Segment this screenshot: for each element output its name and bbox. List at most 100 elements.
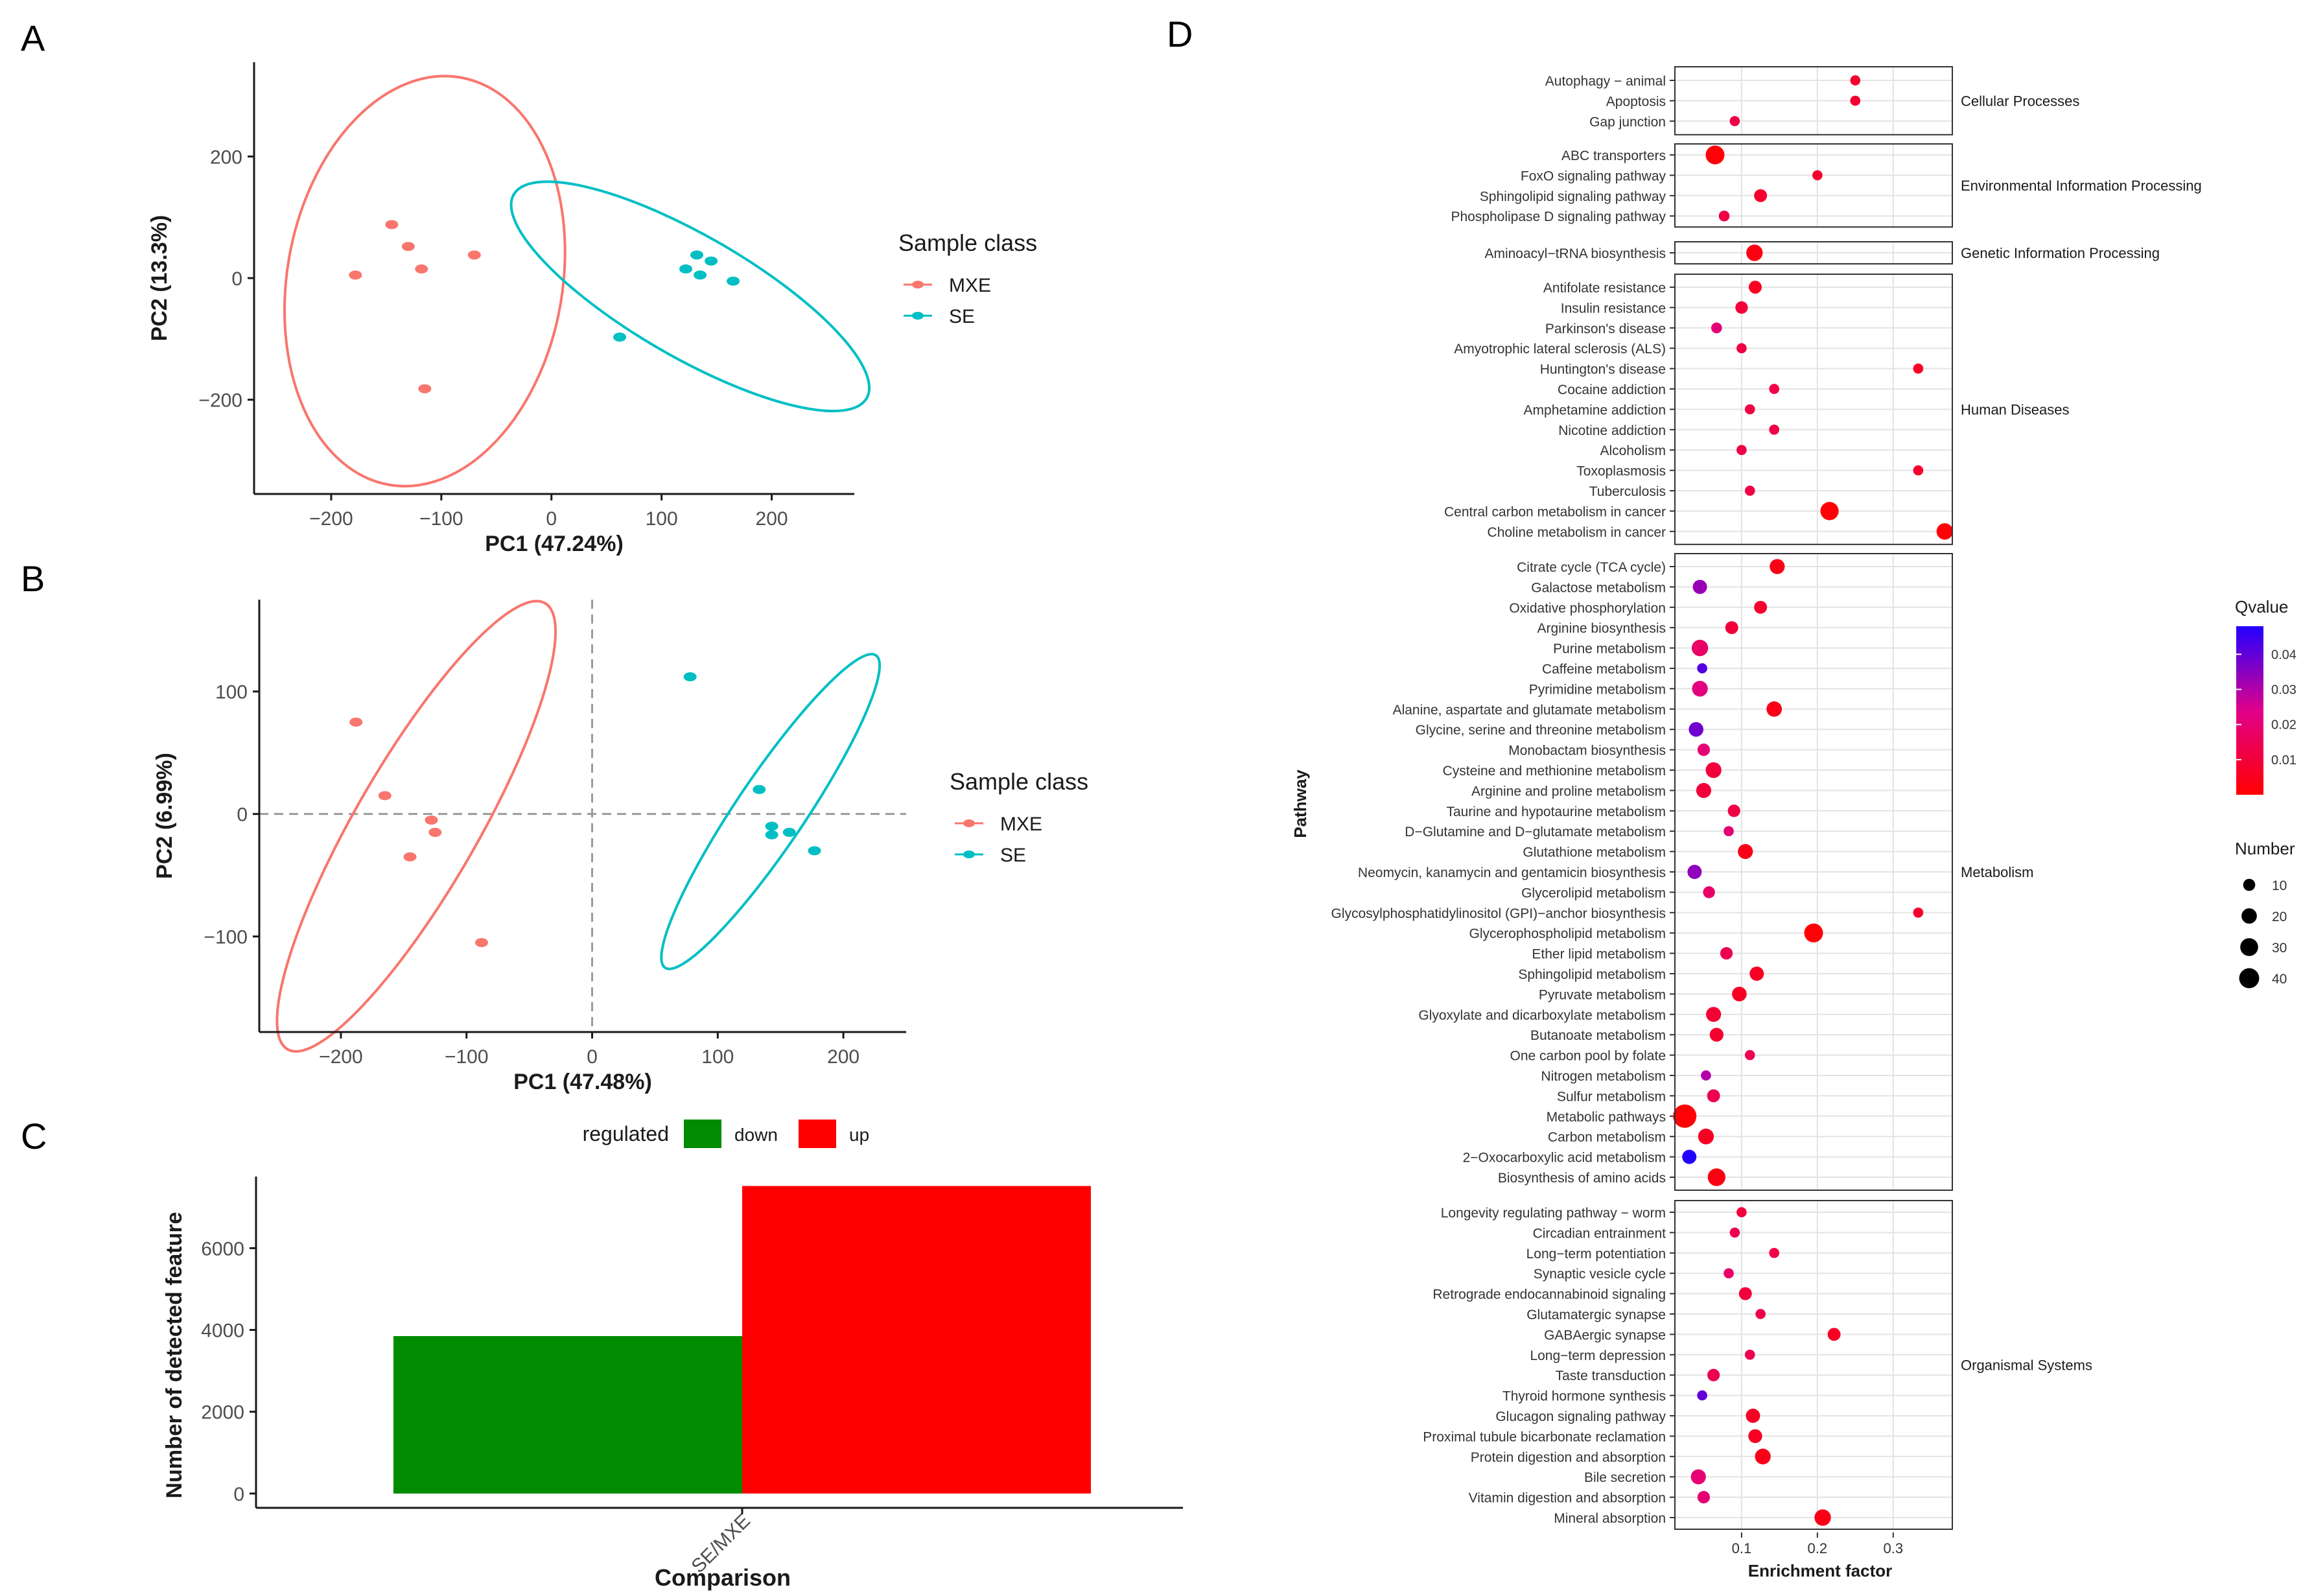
y-tick-label: 0 xyxy=(233,1484,244,1505)
data-point-mxe xyxy=(401,242,415,252)
y-tick-label: 100 xyxy=(215,682,248,703)
x-tick-label: 0.1 xyxy=(1732,1540,1752,1556)
pathway-label: Arginine and proline metabolism xyxy=(1471,784,1666,799)
pathway-label: Glycerolipid metabolism xyxy=(1521,886,1666,900)
enrichment-point xyxy=(1703,886,1715,898)
pathway-label: Insulin resistance xyxy=(1561,301,1666,316)
legend-label-up: up xyxy=(849,1125,869,1145)
data-point-se xyxy=(683,672,697,682)
pathway-label: Oxidative phosphorylation xyxy=(1509,601,1666,616)
facet-label: Organismal Systems xyxy=(1961,1357,2092,1374)
pathway-label: Amyotrophic lateral sclerosis (ALS) xyxy=(1454,342,1666,357)
enrichment-point xyxy=(1769,1247,1780,1258)
facet-border-1 xyxy=(1674,143,1953,228)
pathway-label: Glutamatergic synapse xyxy=(1526,1308,1666,1322)
number-legend-title: Number xyxy=(2235,839,2295,858)
pathway-label: Antifolate resistance xyxy=(1543,281,1666,296)
pathway-label: Thyroid hormone synthesis xyxy=(1502,1389,1666,1404)
pathway-label: Protein digestion and absorption xyxy=(1471,1450,1666,1465)
y-tick-label: 0 xyxy=(231,268,242,290)
legend-title: Sample class xyxy=(950,768,1088,795)
x-tick-label: 0.2 xyxy=(1808,1540,1828,1556)
pathway-label: Carbon metabolism xyxy=(1548,1130,1666,1145)
confidence-ellipse-se xyxy=(660,653,882,970)
enrichment-point xyxy=(1692,681,1708,697)
enrichment-point xyxy=(1827,1328,1841,1341)
facet-border-0 xyxy=(1674,66,1953,135)
legend-key-point xyxy=(912,312,924,320)
enrichment-point xyxy=(1682,1149,1697,1164)
pathway-label: Metabolic pathways xyxy=(1547,1110,1666,1125)
data-point-se xyxy=(782,828,796,838)
legend-title: Sample class xyxy=(898,229,1037,256)
enrichment-point xyxy=(1690,1469,1706,1485)
enrichment-point xyxy=(1755,1448,1771,1464)
x-tick-label: 100 xyxy=(646,508,678,530)
pathway-label: Glutathione metabolism xyxy=(1523,845,1666,860)
enrichment-point xyxy=(1698,1129,1714,1145)
legend-key-point xyxy=(963,819,975,827)
pathway-label: Bile secretion xyxy=(1584,1470,1666,1485)
enrichment-point xyxy=(1720,946,1733,960)
enrichment-point xyxy=(1746,1409,1760,1423)
enrichment-point xyxy=(1673,1104,1697,1128)
pathway-label: Glycine, serine and threonine metabolism xyxy=(1416,723,1666,738)
facet-label: Environmental Information Processing xyxy=(1961,178,2202,194)
enrichment-point xyxy=(1748,1429,1762,1444)
panel-label-b: B xyxy=(21,558,45,599)
enrichment-point xyxy=(1736,1207,1747,1217)
pathway-label: Parkinson's disease xyxy=(1545,322,1666,336)
enrichment-point xyxy=(1707,1368,1720,1381)
pathway-label: Glucagon signaling pathway xyxy=(1495,1409,1666,1424)
pathway-label: Vitamin digestion and absorption xyxy=(1469,1491,1666,1506)
pathway-label: Caffeine metabolism xyxy=(1542,662,1666,677)
pathway-label: Neomycin, kanamycin and gentamicin biosy… xyxy=(1358,865,1666,880)
colorbar-label: 0.02 xyxy=(2271,718,2296,733)
enrichment-point xyxy=(1744,486,1755,496)
enrichment-point xyxy=(1718,210,1730,222)
pathway-label: Glycosylphosphatidylinositol (GPI)−ancho… xyxy=(1331,906,1666,921)
y-axis-title: Pathway xyxy=(1291,769,1310,838)
facet-label: Genetic Information Processing xyxy=(1961,245,2160,261)
panel-label-c: C xyxy=(21,1116,47,1156)
enrichment-point xyxy=(1691,639,1709,657)
confidence-ellipse-mxe xyxy=(275,600,557,1053)
y-tick-label: 4000 xyxy=(201,1320,244,1342)
data-point-se xyxy=(765,821,778,831)
data-point-se xyxy=(727,276,740,286)
pathway-label: Longevity regulating pathway − worm xyxy=(1441,1206,1666,1221)
pathway-label: Taurine and hypotaurine metabolism xyxy=(1446,804,1666,819)
enrichment-point xyxy=(1766,701,1782,717)
legend-label-down: down xyxy=(734,1125,778,1145)
enrichment-point xyxy=(1755,1309,1766,1319)
pca-plot-b: −200 −100 0 100 200 −100 0 100 PC1 (47.48%) PC2 (… xyxy=(152,600,1088,1094)
pathway-label: Nitrogen metabolism xyxy=(1541,1069,1666,1084)
enrichment-point xyxy=(1724,826,1734,837)
x-axis-title: Enrichment factor xyxy=(1748,1561,1893,1580)
data-point-se xyxy=(705,256,718,266)
y-axis-title: PC2 (13.3%) xyxy=(147,215,172,342)
pathway-label: Taste transduction xyxy=(1556,1368,1666,1383)
pathway-label: FoxO signaling pathway xyxy=(1521,169,1666,183)
pathway-label: Cysteine and methionine metabolism xyxy=(1443,764,1666,779)
size-legend-label: 20 xyxy=(2272,909,2287,924)
bar-down xyxy=(393,1336,742,1494)
enrichment-point xyxy=(1689,722,1704,737)
enrichment-point xyxy=(1732,987,1747,1002)
pathway-label: Long−term depression xyxy=(1530,1348,1666,1363)
y-tick-label: −200 xyxy=(198,390,242,412)
pathway-label: GABAergic synapse xyxy=(1544,1328,1666,1343)
pathway-label: Retrograde endocannabinoid signaling xyxy=(1432,1287,1666,1302)
colorbar-label: 0.01 xyxy=(2271,753,2296,768)
pathway-label: One carbon pool by folate xyxy=(1510,1049,1666,1064)
enrichment-point xyxy=(1744,404,1755,415)
data-point-se xyxy=(753,784,766,794)
pathway-label: Sulfur metabolism xyxy=(1557,1089,1666,1104)
pathway-label: 2−Oxocarboxylic acid metabolism xyxy=(1463,1151,1666,1166)
enrichment-point xyxy=(1769,424,1780,435)
data-point-se xyxy=(808,846,821,856)
pathway-label: Circadian entrainment xyxy=(1533,1226,1666,1241)
pathway-label: Choline metabolism in cancer xyxy=(1488,525,1666,540)
